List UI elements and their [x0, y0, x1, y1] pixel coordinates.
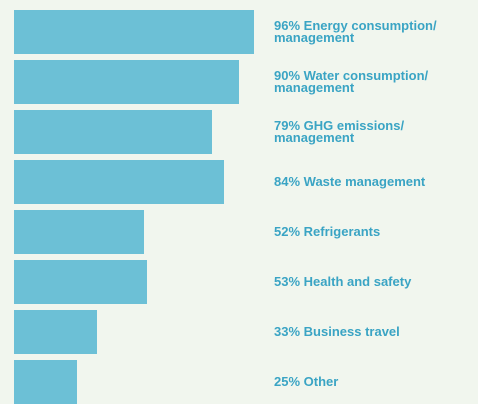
bar-label: 33% Business travel: [274, 310, 474, 354]
bar: [14, 260, 147, 304]
category-label: Other: [303, 374, 339, 389]
value-label: 90%: [274, 68, 301, 83]
bar-label: 90% Water consumption/ management: [274, 60, 474, 104]
label-text: 53% Health and safety: [274, 274, 412, 289]
category-label: Waste management: [303, 174, 426, 189]
value-label: 33%: [274, 324, 301, 339]
value-label: 25%: [274, 374, 301, 389]
category-label: Business travel: [303, 324, 400, 339]
bar: [14, 360, 77, 404]
bar-label: 79% GHG emissions/ management: [274, 110, 474, 154]
category-label: Water consumption/ management: [274, 68, 429, 95]
label-text: 84% Waste management: [274, 174, 426, 189]
category-label: Refrigerants: [303, 224, 381, 239]
bar-label: 53% Health and safety: [274, 260, 474, 304]
value-label: 96%: [274, 18, 301, 33]
label-text: 96% Energy consumption/ management: [274, 18, 474, 45]
bar: [14, 310, 97, 354]
bar: [14, 160, 224, 204]
value-label: 84%: [274, 174, 301, 189]
label-text: 52% Refrigerants: [274, 224, 381, 239]
value-label: 52%: [274, 224, 301, 239]
label-text: 79% GHG emissions/ management: [274, 118, 474, 145]
category-label: Energy consumption/ management: [274, 18, 437, 45]
category-label: Health and safety: [303, 274, 412, 289]
bar-label: 52% Refrigerants: [274, 210, 474, 254]
label-text: 25% Other: [274, 374, 339, 389]
value-label: 53%: [274, 274, 301, 289]
bar-label: 96% Energy consumption/ management: [274, 10, 474, 54]
bar-label: 84% Waste management: [274, 160, 474, 204]
category-label: GHG emissions/ management: [274, 118, 405, 145]
bar: [14, 10, 254, 54]
bar: [14, 210, 144, 254]
label-text: 33% Business travel: [274, 324, 400, 339]
bar: [14, 60, 239, 104]
bar: [14, 110, 212, 154]
label-text: 90% Water consumption/ management: [274, 68, 474, 95]
value-label: 79%: [274, 118, 301, 133]
bar-label: 25% Other: [274, 360, 474, 404]
